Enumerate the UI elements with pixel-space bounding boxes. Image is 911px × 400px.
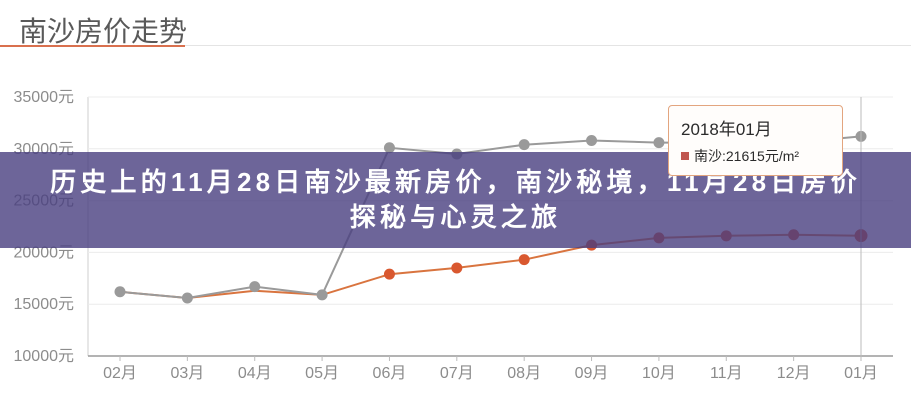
svg-text:15000元: 15000元 [14,296,75,313]
svg-text:01月: 01月 [844,365,878,382]
svg-text:07月: 07月 [440,365,474,382]
svg-text:11月: 11月 [710,365,743,382]
svg-text:12月: 12月 [777,365,811,382]
svg-text:04月: 04月 [238,365,272,382]
svg-text:10月: 10月 [642,365,676,382]
svg-text:05月: 05月 [305,365,339,382]
svg-text:06月: 06月 [373,365,407,382]
svg-text:03月: 03月 [170,365,204,382]
svg-text:02月: 02月 [103,365,137,382]
svg-text:09月: 09月 [575,365,609,382]
svg-text:35000元: 35000元 [14,89,75,106]
svg-text:10000元: 10000元 [14,348,75,365]
svg-text:08月: 08月 [507,365,541,382]
